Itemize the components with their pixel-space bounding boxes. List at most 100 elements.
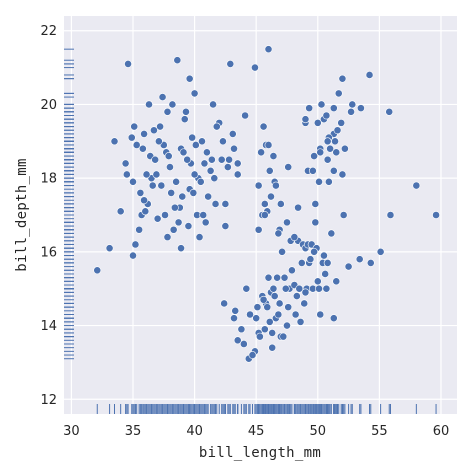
data-point xyxy=(338,170,347,179)
data-point xyxy=(280,273,289,282)
data-point xyxy=(255,332,264,341)
data-point xyxy=(259,295,268,304)
data-point xyxy=(191,141,200,149)
data-point xyxy=(348,100,357,109)
data-point xyxy=(124,60,132,68)
data-point xyxy=(274,310,283,319)
data-point xyxy=(321,270,330,278)
data-point xyxy=(334,89,343,98)
data-point xyxy=(223,163,232,171)
data-point xyxy=(270,292,279,300)
data-point xyxy=(221,222,230,230)
data-point xyxy=(264,45,273,54)
data-point xyxy=(301,288,310,297)
data-point xyxy=(322,111,331,120)
data-point xyxy=(188,133,197,142)
data-point xyxy=(152,170,161,179)
data-point xyxy=(122,170,131,179)
data-point xyxy=(305,104,314,113)
data-point xyxy=(163,233,172,242)
data-point xyxy=(228,130,237,138)
data-point xyxy=(263,303,272,312)
data-point xyxy=(239,340,248,348)
data-point xyxy=(185,74,194,83)
data-point xyxy=(323,155,332,164)
data-point xyxy=(151,155,160,164)
data-point xyxy=(340,144,349,153)
data-point xyxy=(296,317,305,326)
data-point xyxy=(93,266,102,275)
data-point xyxy=(131,240,140,249)
data-point xyxy=(294,203,302,212)
data-point xyxy=(231,306,240,315)
data-point xyxy=(366,259,375,267)
data-point xyxy=(132,141,141,149)
data-point xyxy=(281,284,290,293)
tick-labels: 30 35 40 45 50 55 60 12 14 16 18 20 22 xyxy=(40,24,449,439)
data-point xyxy=(148,181,157,190)
x-tick-label: 60 xyxy=(433,424,450,439)
data-point xyxy=(315,177,323,186)
data-point xyxy=(306,255,315,264)
data-point xyxy=(150,126,158,135)
data-point xyxy=(153,214,162,223)
data-point xyxy=(329,314,338,323)
data-point xyxy=(220,299,229,308)
data-point xyxy=(316,148,325,157)
data-point xyxy=(168,100,177,109)
y-tick-label: 18 xyxy=(40,172,57,187)
data-point xyxy=(177,244,185,253)
data-point xyxy=(326,144,335,153)
data-point xyxy=(158,93,167,101)
data-point xyxy=(127,133,136,142)
data-point xyxy=(190,170,199,179)
data-point xyxy=(257,148,266,157)
data-point xyxy=(142,170,151,179)
data-point xyxy=(169,225,178,234)
data-point xyxy=(138,144,147,153)
data-point xyxy=(129,177,137,186)
data-point xyxy=(156,122,164,131)
data-point xyxy=(212,122,221,131)
data-point xyxy=(284,163,293,171)
data-point xyxy=(310,152,318,160)
data-point xyxy=(269,284,278,293)
data-point xyxy=(233,159,242,168)
data-point xyxy=(273,273,282,282)
data-point xyxy=(252,314,261,323)
data-point xyxy=(110,137,119,146)
data-point xyxy=(241,111,250,120)
data-point xyxy=(386,211,395,219)
y-axis-label: bill_depth_mm xyxy=(14,158,30,271)
data-point xyxy=(209,100,217,109)
data-point xyxy=(237,325,246,334)
data-point xyxy=(332,277,341,286)
data-point xyxy=(276,200,285,208)
data-point xyxy=(253,303,262,312)
data-point xyxy=(324,177,333,186)
data-point xyxy=(288,266,296,275)
data-point xyxy=(226,60,235,68)
data-point xyxy=(322,284,331,293)
data-point xyxy=(157,181,166,190)
data-point xyxy=(204,192,213,201)
data-point xyxy=(344,262,353,271)
data-point xyxy=(219,137,227,146)
data-point xyxy=(337,118,346,127)
data-point xyxy=(323,259,332,267)
data-point xyxy=(184,222,193,230)
x-tick-label: 50 xyxy=(310,424,327,439)
data-point xyxy=(217,155,226,164)
data-point xyxy=(161,211,169,219)
x-axis-label: bill_length_mm xyxy=(199,445,321,461)
data-point xyxy=(246,310,254,319)
data-point xyxy=(180,115,189,124)
data-point xyxy=(135,225,144,234)
data-point xyxy=(254,225,263,234)
data-point xyxy=(105,244,114,253)
data-point xyxy=(166,163,174,171)
data-point xyxy=(376,247,385,256)
data-point xyxy=(201,218,210,227)
data-point xyxy=(233,170,242,179)
